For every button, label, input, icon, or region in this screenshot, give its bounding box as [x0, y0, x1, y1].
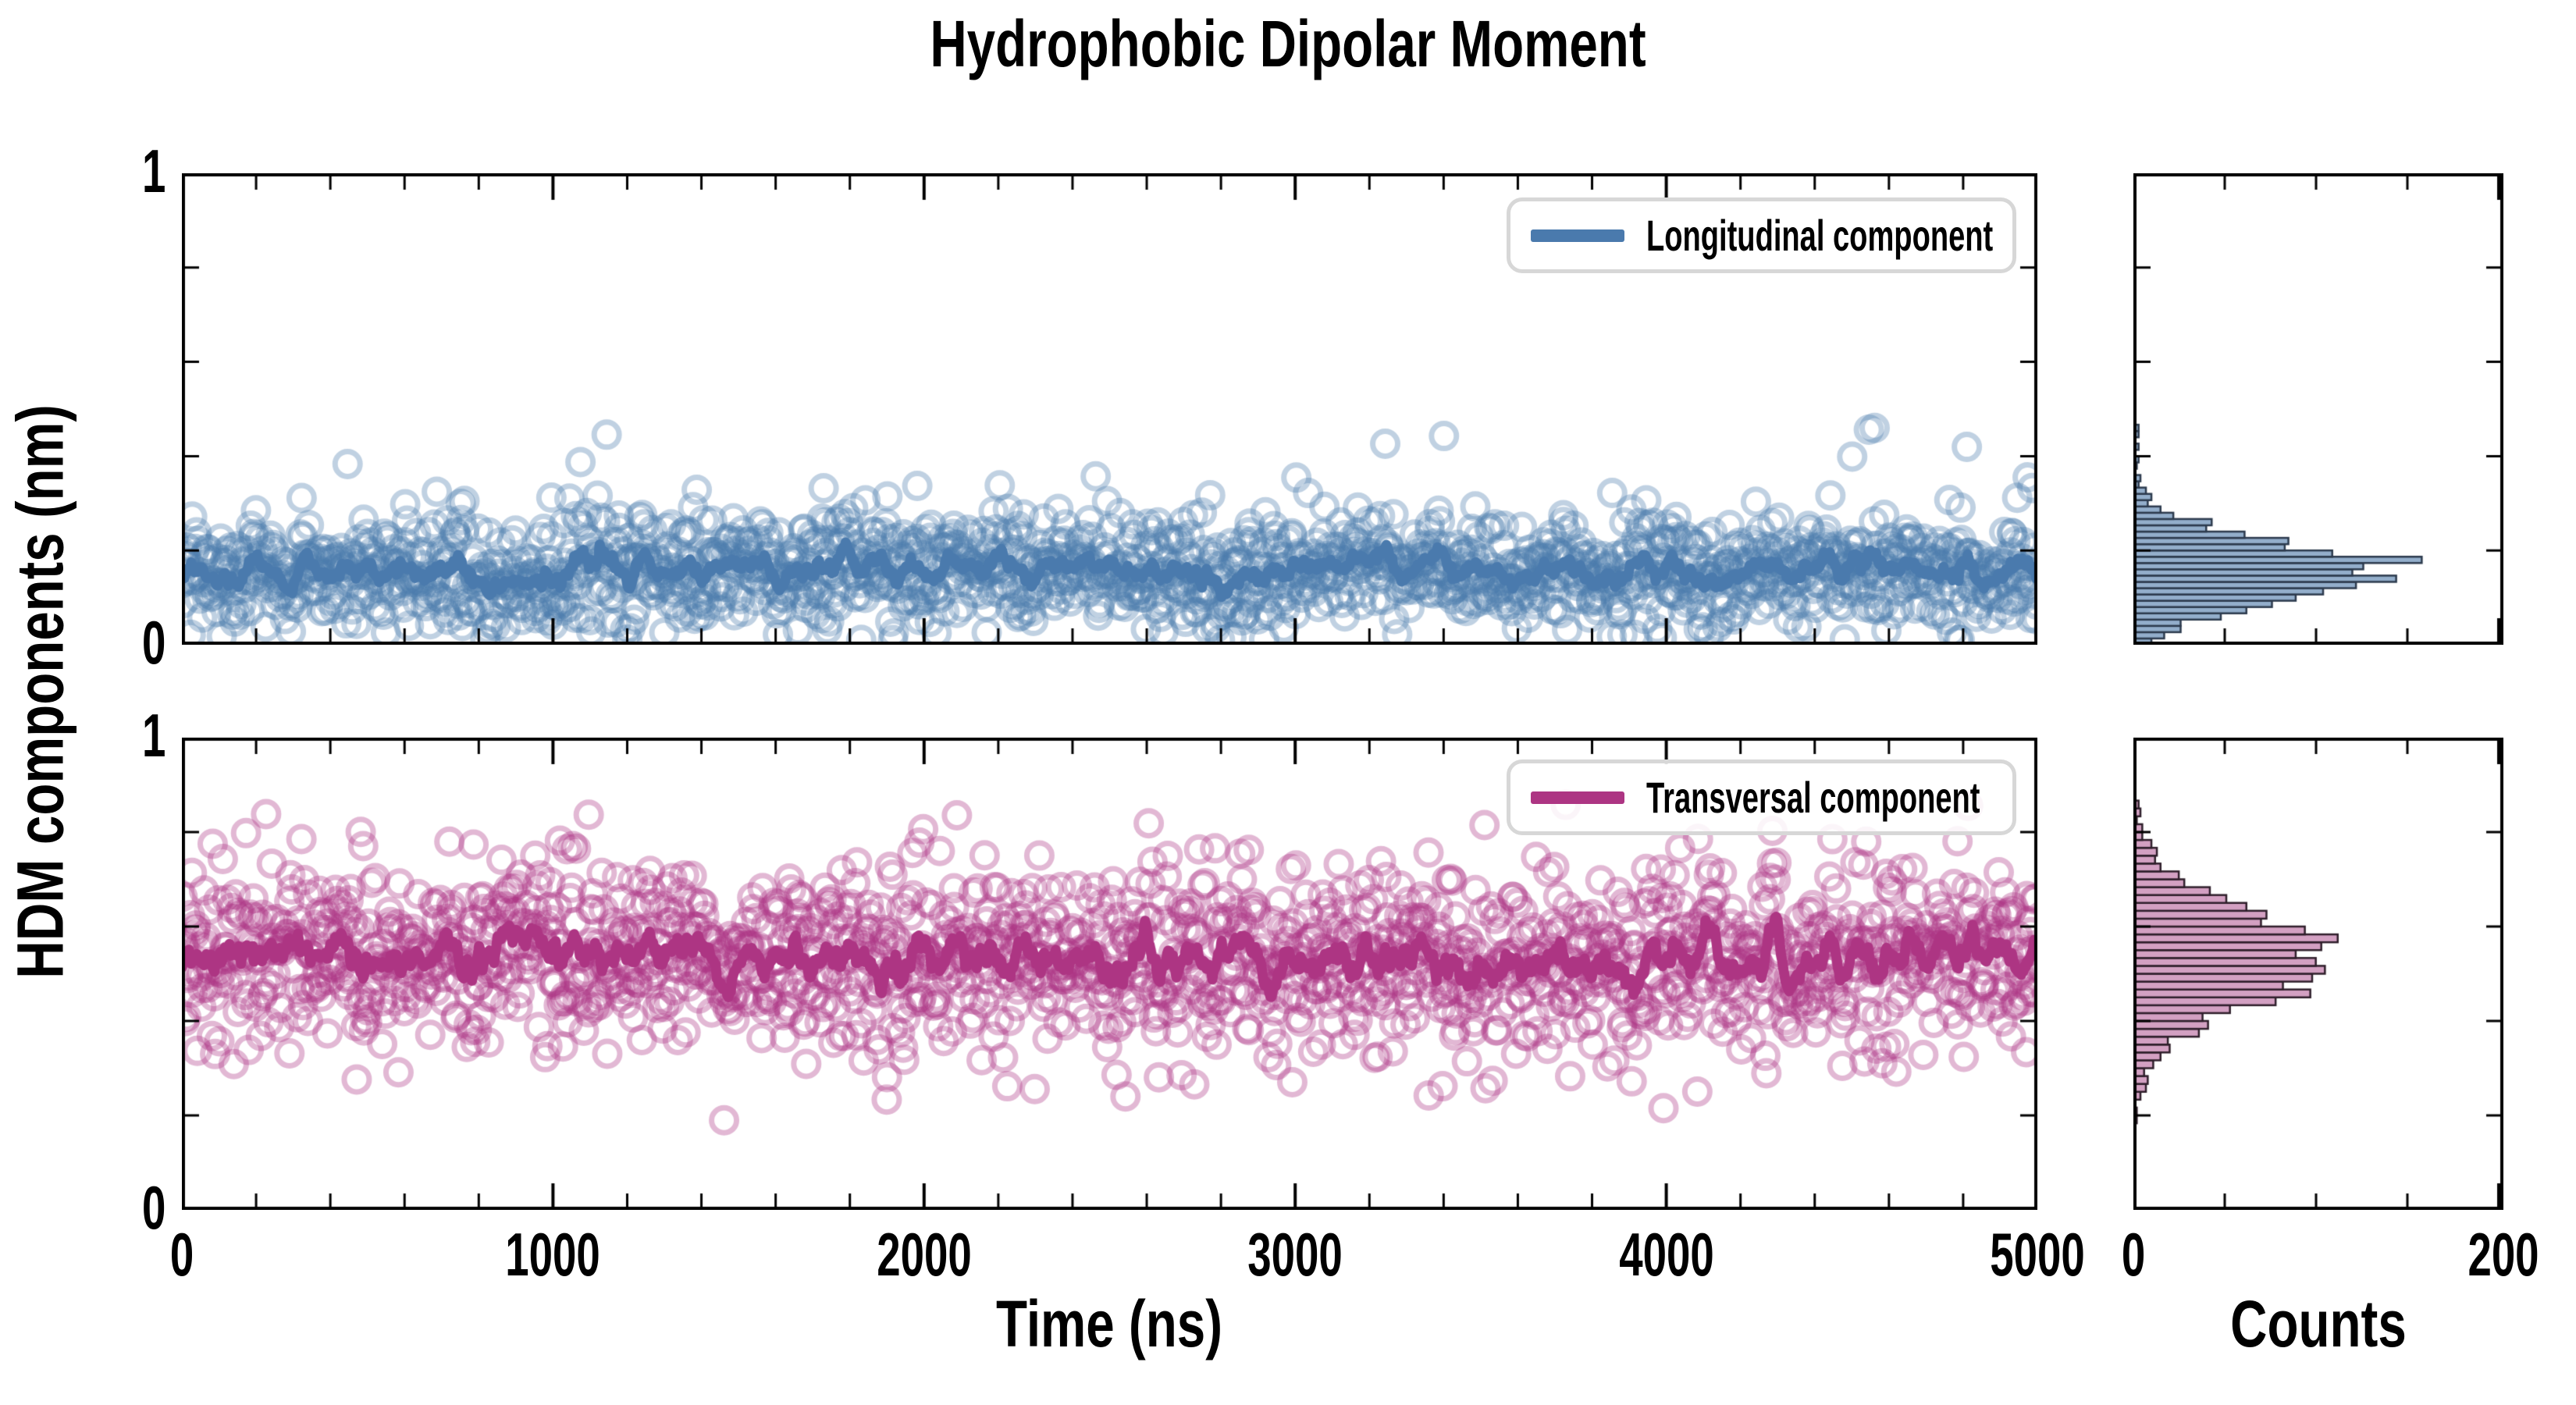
- x-tick-label: 3000: [1247, 1220, 1343, 1289]
- x-axis-label-counts: Counts: [2230, 1287, 2407, 1361]
- x-tick-label: 1000: [505, 1220, 601, 1289]
- legend-bottom: Transversal component: [1507, 759, 2016, 835]
- legend-label: Transversal component: [1646, 773, 1980, 822]
- legend-label: Longitudinal component: [1646, 211, 1994, 260]
- x-tick-label: 0: [169, 1220, 194, 1289]
- top-histogram-canvas: [2133, 173, 2503, 645]
- legend-line-swatch-magenta: [1531, 791, 1624, 804]
- bottom-histogram-canvas: [2133, 738, 2503, 1210]
- y-axis-label: HDM components (nm): [3, 404, 77, 979]
- y-tick-label: 1: [141, 700, 165, 770]
- x-tick-label: 0: [2121, 1220, 2146, 1289]
- legend-line-swatch-blue: [1531, 229, 1624, 242]
- y-tick-label: 1: [141, 136, 165, 205]
- x-axis-label-time: Time (ns): [995, 1287, 1223, 1361]
- y-tick-label: 0: [141, 607, 165, 677]
- x-tick-label: 200: [2467, 1220, 2539, 1289]
- x-tick-label: 5000: [1990, 1220, 2085, 1289]
- chart-title: Hydrophobic Dipolar Moment: [930, 7, 1646, 80]
- y-tick-label: 0: [141, 1172, 165, 1242]
- legend-top: Longitudinal component: [1507, 197, 2016, 273]
- x-tick-label: 4000: [1618, 1220, 1714, 1289]
- x-tick-label: 2000: [877, 1220, 972, 1289]
